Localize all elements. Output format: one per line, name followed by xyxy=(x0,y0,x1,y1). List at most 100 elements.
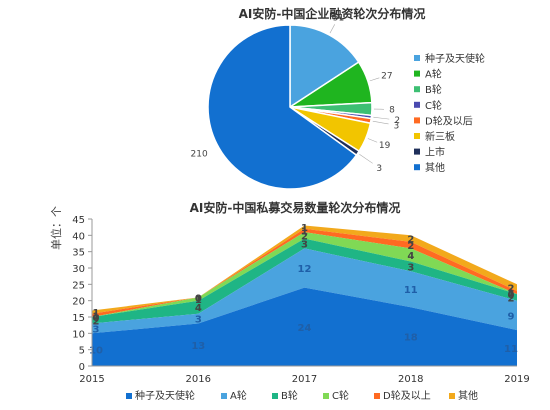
area-legend-swatch xyxy=(272,393,278,399)
pie-leader-line xyxy=(369,77,380,82)
y-tick-label: 15 xyxy=(72,313,85,324)
x-tick-label: 2016 xyxy=(186,374,211,385)
pie-legend-swatch xyxy=(414,101,420,108)
area-data-label: 4 xyxy=(407,251,414,262)
x-tick-label: 2018 xyxy=(398,374,423,385)
pie-data-label: 3 xyxy=(394,121,400,131)
area-data-label: 9 xyxy=(508,311,515,322)
area-legend-label: 其他 xyxy=(458,389,478,402)
area-data-label: 2 xyxy=(508,284,515,295)
y-tick-label: 25 xyxy=(72,280,85,291)
pie-legend-label: B轮 xyxy=(425,83,442,96)
area-legend-swatch xyxy=(126,393,132,399)
area-data-label: 11 xyxy=(504,344,518,355)
pie-legend-label: 其他 xyxy=(425,161,445,174)
area-legend-swatch xyxy=(323,393,329,399)
pie-data-label: 27 xyxy=(381,71,392,81)
pie-data-label: 2 xyxy=(394,116,400,126)
pie-legend-swatch xyxy=(414,164,420,171)
area-data-label: 2 xyxy=(407,241,414,252)
area-data-label: 3 xyxy=(93,324,100,335)
area-data-label: 1 xyxy=(301,223,308,234)
area-data-label: 2 xyxy=(508,293,515,304)
area-series xyxy=(92,238,517,324)
area-legend-swatch xyxy=(374,393,380,399)
area-data-label: 2 xyxy=(301,231,308,242)
pie-data-label: 3 xyxy=(376,164,382,174)
area-legend-swatch xyxy=(449,393,455,399)
pie-slice xyxy=(289,24,360,109)
area-legend-label: 种子及天使轮 xyxy=(135,389,195,402)
y-tick-label: 40 xyxy=(72,231,85,242)
pie-legend-swatch xyxy=(414,133,420,139)
area-legend-swatch xyxy=(221,393,227,399)
pie-data-label: 51 xyxy=(333,13,344,23)
area-series xyxy=(92,228,517,317)
pie-legend-swatch xyxy=(414,148,420,155)
area-data-label: 10 xyxy=(89,346,103,357)
y-tick-label: 0 xyxy=(79,362,85,373)
area-series xyxy=(92,232,517,317)
area-data-label: 3 xyxy=(407,262,414,273)
area-data-label: 2 xyxy=(407,235,414,246)
pie-leader-line xyxy=(359,154,373,164)
x-tick-label: 2019 xyxy=(504,374,529,385)
pie-leader-line xyxy=(329,24,336,34)
pie-legend-label: 上市 xyxy=(425,146,445,159)
area-chart: 10 13241811331211924332012401012110122051… xyxy=(72,215,529,385)
pie-leader-line xyxy=(373,116,390,120)
area-data-label: 1 xyxy=(508,289,515,300)
area-legend-label: D轮及以上 xyxy=(383,389,431,402)
area-data-label: 0 xyxy=(508,290,515,301)
area-legend-label: A轮 xyxy=(230,389,247,402)
x-tick-label: 2017 xyxy=(292,374,317,385)
area-legend: 种子及天使轮 A轮 B轮 C轮 D轮及以上 其他 xyxy=(126,389,478,402)
area-data-label: 1 xyxy=(301,226,308,237)
area-data-label: 2 xyxy=(93,316,100,327)
pie-leader-line xyxy=(367,138,378,143)
pie-slice xyxy=(207,24,358,190)
pie-legend-label: 新三板 xyxy=(425,130,455,143)
pie-legend-swatch xyxy=(414,117,420,124)
area-data-label: 0 xyxy=(195,293,202,304)
area-data-label: 11 xyxy=(404,285,418,296)
area-legend-label: B轮 xyxy=(281,389,298,402)
area-chart-title: AI安防-中国私募交易数量轮次分布情况 xyxy=(190,200,401,215)
pie-legend-swatch xyxy=(414,70,420,77)
x-tick-label: 2015 xyxy=(79,374,104,385)
y-tick-label: 45 xyxy=(72,215,85,226)
pie-legend-label: 种子及天使轮 xyxy=(425,52,485,65)
y-tick-label: 35 xyxy=(72,248,85,259)
area-legend-label: C轮 xyxy=(332,389,349,402)
y-tick-label: 10 xyxy=(72,329,85,340)
pie-legend-label: C轮 xyxy=(425,99,442,112)
pie-data-label: 19 xyxy=(379,141,391,151)
area-data-label: 13 xyxy=(191,341,205,352)
area-data-label: 1 xyxy=(93,308,100,319)
pie-data-label: 210 xyxy=(191,149,208,159)
area-series xyxy=(92,248,517,334)
area-data-label: 0 xyxy=(93,313,100,324)
area-data-label: 1 xyxy=(93,311,100,322)
y-tick-label: 30 xyxy=(72,264,85,275)
area-data-label: 3 xyxy=(195,315,202,326)
pie-legend-label: A轮 xyxy=(425,68,442,81)
area-data-label: 3 xyxy=(301,240,308,251)
pie-legend-label: D轮及以后 xyxy=(425,114,473,127)
area-data-label: 24 xyxy=(298,323,312,334)
area-data-label: 1 xyxy=(195,295,202,306)
area-y-axis-label: 单位：个 xyxy=(49,206,63,250)
pie-chart-title: AI安防-中国企业融资轮次分布情况 xyxy=(239,6,426,21)
pie-data-label: 8 xyxy=(389,106,395,116)
pie-legend-swatch xyxy=(414,55,420,61)
area-series xyxy=(92,287,517,366)
area-data-label: 4 xyxy=(195,303,202,314)
area-data-label: 12 xyxy=(298,264,312,275)
pie-leader-line xyxy=(372,120,389,125)
y-tick-label: 20 xyxy=(72,297,85,308)
y-tick-label: 5 xyxy=(79,346,85,357)
area-data-label: 0 xyxy=(195,293,202,304)
